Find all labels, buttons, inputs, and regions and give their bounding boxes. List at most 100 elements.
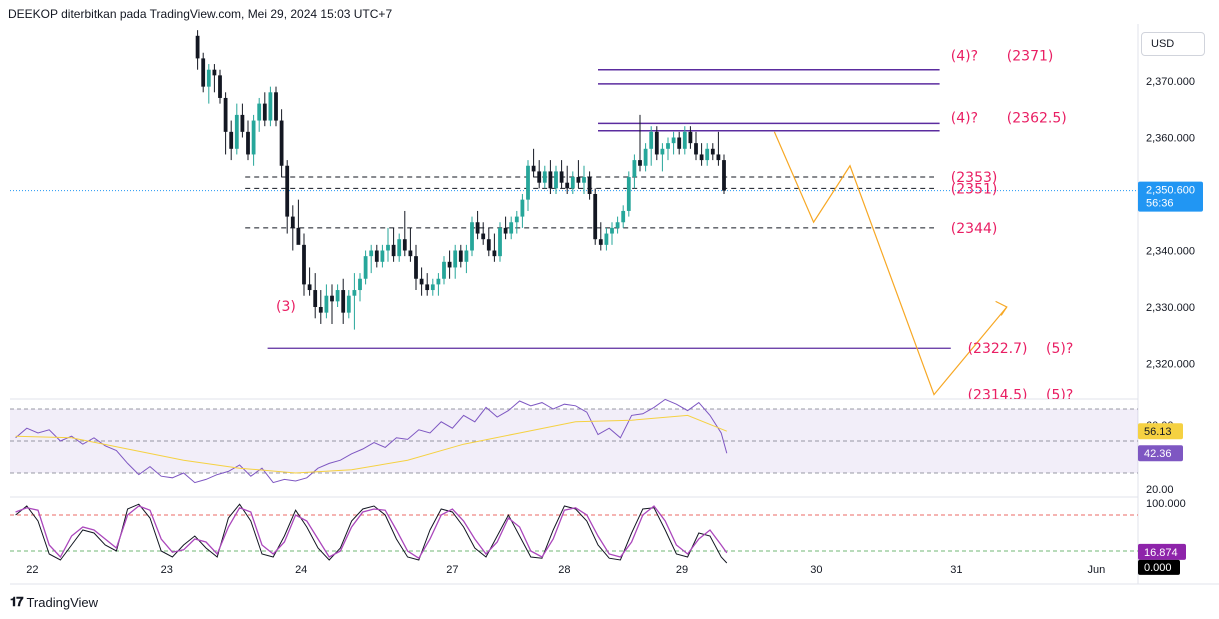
target-label-2362: (2362.5): [1007, 110, 1067, 126]
candle-body: [649, 131, 654, 149]
candle: [279, 109, 284, 178]
candle-body: [212, 69, 217, 76]
candle: [699, 143, 704, 166]
candle-body: [453, 250, 458, 268]
candle-body: [615, 222, 620, 228]
candle: [212, 64, 217, 93]
time-axis: 22 23 24 27 28 29 30 31 Jun: [26, 564, 1105, 576]
time-tick-label: Jun: [1088, 564, 1106, 576]
candle-body: [475, 222, 480, 234]
candle-body: [486, 239, 491, 251]
candle-body: [470, 222, 474, 251]
candle: [509, 216, 514, 240]
candle-body: [514, 216, 519, 223]
candle: [257, 97, 262, 132]
price-axis: 2,370.0002,360.0002,350.0002,340.0002,33…: [1138, 76, 1203, 575]
candle: [313, 273, 318, 319]
candle: [425, 273, 430, 296]
pane-borders: [10, 24, 1219, 585]
candle: [218, 69, 222, 104]
candle-body: [251, 120, 256, 155]
stoch-k-tag: [1138, 543, 1186, 560]
candle-body: [414, 256, 418, 279]
candle: [302, 233, 306, 296]
candle-body: [559, 171, 564, 183]
candle: [402, 210, 407, 257]
candle-body: [638, 160, 642, 166]
candle: [570, 171, 575, 194]
candle-body: [587, 177, 592, 194]
candle: [598, 222, 603, 251]
candle: [251, 114, 256, 166]
candle: [274, 86, 278, 127]
candle-body: [380, 250, 385, 262]
candle: [268, 86, 273, 127]
candle-body: [341, 290, 346, 313]
candle: [654, 126, 659, 161]
currency-selector[interactable]: USD: [1141, 32, 1205, 56]
candle: [318, 290, 323, 324]
candle-body: [419, 278, 424, 285]
price-tick-label: 2,320.000: [1146, 359, 1195, 371]
bar-countdown: 56:36: [1146, 198, 1174, 210]
price-plot: (4)? (2371) (4)? (2362.5) (2353)(2351) (2344)…: [10, 30, 1138, 404]
candle-body: [425, 284, 430, 291]
rsi-line: [15, 398, 728, 484]
candle: [307, 267, 312, 296]
tradingview-brand[interactable]: 𝟏𝟕 TradingView: [10, 594, 98, 610]
candle: [593, 188, 598, 245]
candle-body: [195, 35, 200, 59]
level-label-2351: (2351): [951, 181, 998, 197]
wave-label-5a: (5)?: [1046, 341, 1073, 357]
candle-body: [593, 194, 598, 240]
wave-label-4a: (4)?: [951, 49, 978, 65]
candle-body: [520, 199, 525, 217]
candle-body: [307, 284, 312, 291]
candle: [587, 171, 592, 200]
last-price-value: 2,350.600: [1146, 185, 1195, 197]
candle-body: [296, 227, 301, 245]
stoch-d-line: [15, 503, 728, 564]
candle-body: [604, 233, 609, 245]
candle-body: [218, 75, 222, 98]
candle-body: [201, 58, 206, 87]
rsi-ma-tag: [1138, 423, 1183, 440]
price-pane: (4)? (2371) (4)? (2362.5) (2353)(2351) (2344)…: [10, 30, 1138, 404]
candle-body: [526, 165, 530, 200]
candle-body: [705, 148, 710, 161]
candle: [643, 143, 648, 172]
candle-body: [716, 154, 721, 161]
candle-body: [330, 295, 334, 302]
candle: [470, 216, 474, 257]
candle: [615, 216, 620, 234]
candle-body: [274, 92, 278, 121]
candle-body: [346, 295, 351, 313]
candle-body: [660, 148, 665, 155]
candle: [246, 120, 250, 161]
rsi-value: 42.36: [1144, 448, 1172, 460]
candle: [358, 273, 362, 302]
candle-body: [324, 295, 329, 313]
candle-body: [677, 137, 682, 149]
candle-body: [570, 177, 575, 189]
candle-body: [503, 227, 508, 234]
candle: [206, 64, 211, 104]
candle: [240, 103, 245, 138]
candle: [604, 227, 609, 251]
candle: [234, 103, 239, 155]
candle-body: [442, 261, 446, 279]
candle-body: [531, 165, 536, 172]
last-price-tag: [1138, 181, 1203, 212]
candle: [492, 233, 497, 262]
brand-name: TradingView: [26, 594, 99, 610]
candle: [503, 216, 508, 240]
candle: [666, 137, 670, 161]
candle: [330, 284, 334, 324]
wave-label-5b: (5)?: [1046, 388, 1073, 404]
candle: [285, 160, 290, 234]
time-tick-label: 30: [810, 564, 822, 576]
price-tick-label: 2,340.000: [1146, 246, 1195, 258]
price-tick-label: 2,370.000: [1146, 76, 1195, 88]
candle-body: [554, 171, 558, 189]
candle-body: [537, 171, 542, 183]
